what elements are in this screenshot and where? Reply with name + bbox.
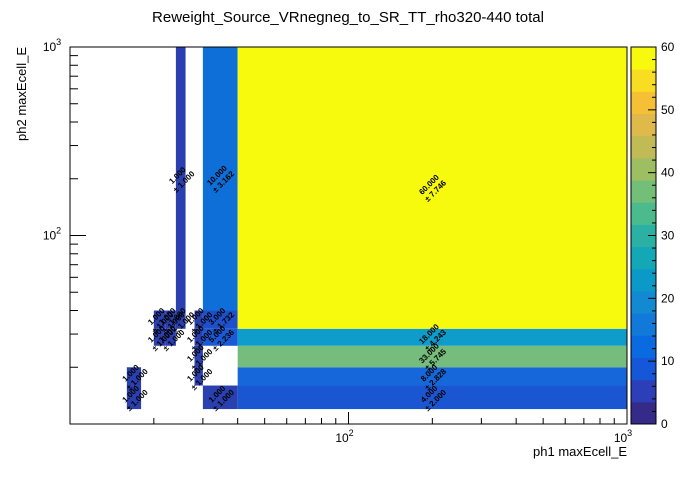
colorbar-swatch	[631, 202, 656, 225]
heatmap-cell	[202, 310, 238, 329]
colorbar-swatch	[631, 135, 656, 159]
chart-title: Reweight_Source_VRnegneg_to_SR_TT_rho320…	[152, 9, 544, 26]
heatmap-cell	[194, 367, 203, 386]
x-tick-exponent: 3	[627, 428, 632, 438]
colorbar-swatch	[631, 290, 656, 314]
colorbar-swatch	[631, 47, 656, 70]
x-axis-label: ph1 maxEcell_E	[533, 444, 627, 459]
colorbar-swatch	[631, 180, 656, 203]
y-tick-exponent: 2	[56, 226, 61, 236]
colorbar-swatch	[631, 268, 656, 292]
heatmap-cell	[153, 328, 166, 346]
heatmap-cell	[165, 310, 176, 329]
colorbar-swatch	[631, 401, 656, 425]
x-tick-exponent: 2	[349, 428, 354, 438]
heatmap-cell	[202, 328, 238, 346]
heatmap-cell	[202, 385, 238, 410]
heatmap-cell	[237, 367, 627, 386]
heatmap-cell	[194, 328, 203, 346]
colorbar-swatch	[631, 379, 656, 403]
colorbar-swatch	[631, 157, 656, 181]
cell-label: 1.000± 1.000	[167, 165, 197, 195]
x-tick-label: 102	[335, 428, 353, 445]
heatmap-cell	[153, 310, 166, 329]
colorbar-swatch	[631, 113, 656, 137]
colorbar-swatch	[631, 69, 656, 92]
heatmap-cell	[202, 47, 238, 311]
y-tick-label: 103	[43, 37, 61, 54]
x-tick-label: 103	[614, 428, 632, 445]
heatmap-cell	[194, 345, 203, 368]
heatmap-cell	[126, 367, 142, 386]
colorbar-swatch	[631, 91, 656, 115]
colorbar-tick-label: 20	[661, 291, 675, 305]
colorbar-tick-label: 50	[661, 103, 675, 117]
y-tick-exponent: 3	[56, 37, 61, 47]
colorbar-tick-label: 30	[661, 229, 675, 243]
colorbar-tick-label: 0	[661, 417, 668, 431]
heatmap-cell	[194, 310, 203, 329]
heatmap-cell	[237, 328, 627, 346]
colorbar-swatch	[631, 224, 656, 248]
heatmap-cell	[237, 345, 627, 368]
cells-layer	[126, 47, 627, 410]
cell-label: 1.000± 1.000	[121, 363, 151, 393]
heatmap-cell	[237, 47, 627, 329]
colorbar-swatch	[631, 246, 656, 270]
heatmap-cell	[175, 47, 186, 311]
y-tick-label: 102	[43, 226, 61, 243]
colorbar-swatch	[631, 313, 656, 336]
heatmap-cell	[165, 328, 176, 346]
colorbar-tick-label: 10	[661, 354, 675, 368]
colorbar-tick-label: 40	[661, 166, 675, 180]
heatmap-cell	[237, 385, 627, 410]
colorbar-swatch	[631, 357, 656, 381]
colorbar-tick-label: 60	[661, 40, 675, 54]
heatmap-cell	[175, 310, 186, 329]
y-axis-label: ph2 maxEcell_E	[14, 47, 29, 141]
colorbar-swatch	[631, 335, 656, 358]
colorbar: 0 10 20 30 40 50 60	[630, 40, 675, 431]
heatmap-cell	[126, 385, 142, 410]
